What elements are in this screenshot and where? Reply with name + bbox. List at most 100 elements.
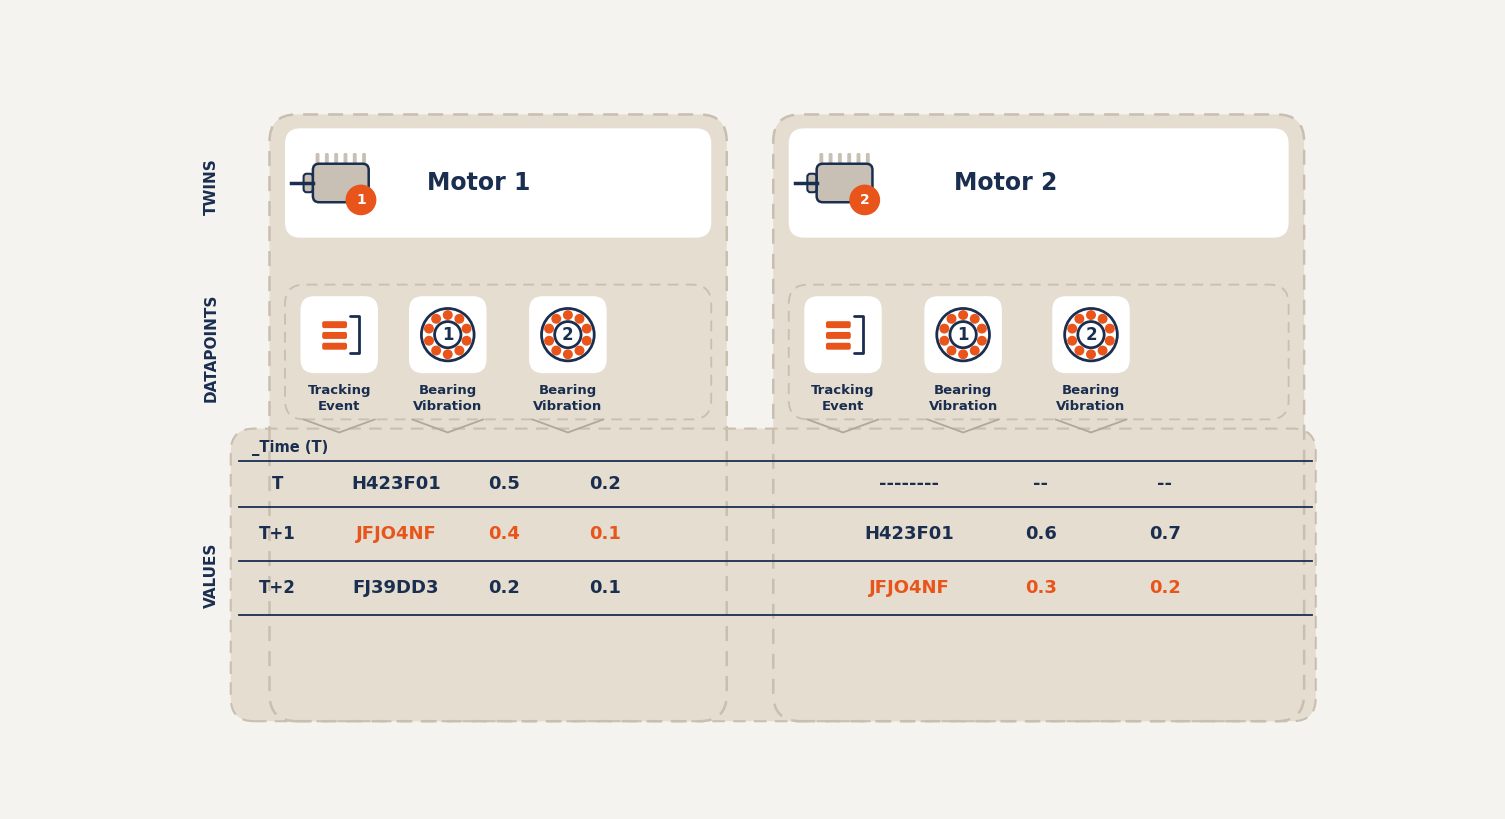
FancyBboxPatch shape [352,153,357,167]
Circle shape [455,346,464,355]
Text: --: -- [1032,475,1047,493]
Circle shape [444,310,452,319]
Text: H423F01: H423F01 [864,525,954,543]
Circle shape [444,350,452,359]
Text: 0.5: 0.5 [489,475,521,493]
FancyBboxPatch shape [789,129,1288,238]
FancyBboxPatch shape [829,153,832,167]
Circle shape [1099,346,1106,355]
Circle shape [950,322,977,348]
FancyBboxPatch shape [856,153,861,167]
Circle shape [936,309,989,361]
Text: 0.1: 0.1 [588,579,622,597]
Circle shape [1075,314,1084,323]
Text: Tracking
Event: Tracking Event [811,384,874,413]
Circle shape [582,324,591,333]
Text: 0.7: 0.7 [1148,525,1180,543]
FancyBboxPatch shape [313,164,369,202]
Text: Bearing
Vibration: Bearing Vibration [533,384,602,413]
FancyBboxPatch shape [838,153,841,167]
Circle shape [971,314,980,323]
Text: JFJO4NF: JFJO4NF [355,525,436,543]
Text: --: -- [1157,475,1172,493]
Circle shape [941,324,948,333]
Text: _Time (T): _Time (T) [251,440,328,456]
Circle shape [1087,350,1096,359]
Circle shape [542,309,594,361]
Text: 1: 1 [957,326,969,344]
Circle shape [545,337,554,345]
Text: Bearing
Vibration: Bearing Vibration [1057,384,1126,413]
Text: JFJO4NF: JFJO4NF [868,579,950,597]
Text: 0.2: 0.2 [489,579,521,597]
Circle shape [850,185,879,215]
FancyBboxPatch shape [924,296,1002,373]
Circle shape [575,346,584,355]
Circle shape [424,337,433,345]
Text: Motor 1: Motor 1 [427,171,530,195]
FancyBboxPatch shape [230,428,1315,722]
FancyBboxPatch shape [409,296,486,373]
Circle shape [563,350,572,359]
Text: T+1: T+1 [259,525,295,543]
Circle shape [1064,309,1117,361]
Text: 1: 1 [357,193,366,207]
FancyBboxPatch shape [1052,296,1130,373]
FancyBboxPatch shape [363,153,366,167]
Text: FJ39DD3: FJ39DD3 [352,579,439,597]
FancyBboxPatch shape [304,174,313,192]
Text: 0.3: 0.3 [1025,579,1057,597]
FancyBboxPatch shape [301,296,378,373]
Circle shape [552,314,560,323]
Text: 0.1: 0.1 [588,525,622,543]
Text: 0.4: 0.4 [489,525,521,543]
Circle shape [947,346,956,355]
Circle shape [978,324,986,333]
Circle shape [1099,314,1106,323]
Text: --------: -------- [879,475,939,493]
Circle shape [435,322,461,348]
Circle shape [545,324,554,333]
Circle shape [462,337,471,345]
Circle shape [1069,324,1076,333]
FancyBboxPatch shape [819,153,823,167]
Text: Motor 2: Motor 2 [954,171,1058,195]
FancyBboxPatch shape [847,153,852,167]
Circle shape [421,309,474,361]
Circle shape [1078,322,1105,348]
Text: 2: 2 [561,326,573,344]
FancyBboxPatch shape [322,343,348,350]
FancyBboxPatch shape [774,115,1305,722]
Text: Bearing
Vibration: Bearing Vibration [929,384,998,413]
Circle shape [432,314,441,323]
FancyBboxPatch shape [284,129,712,238]
Text: VALUES: VALUES [203,542,218,608]
Text: Tracking
Event: Tracking Event [307,384,372,413]
Circle shape [346,185,376,215]
Text: 0.2: 0.2 [1148,579,1180,597]
FancyBboxPatch shape [334,153,339,167]
Text: H423F01: H423F01 [351,475,441,493]
FancyBboxPatch shape [530,296,607,373]
FancyBboxPatch shape [316,153,319,167]
Circle shape [941,337,948,345]
Text: 2: 2 [859,193,870,207]
Circle shape [959,350,968,359]
Circle shape [1075,346,1084,355]
FancyBboxPatch shape [807,174,817,192]
Circle shape [552,346,560,355]
FancyBboxPatch shape [826,343,850,350]
Text: 2: 2 [1085,326,1097,344]
FancyBboxPatch shape [826,321,850,328]
Circle shape [978,337,986,345]
Circle shape [582,337,591,345]
Circle shape [575,314,584,323]
Circle shape [462,324,471,333]
Text: 1: 1 [442,326,453,344]
Text: 0.6: 0.6 [1025,525,1057,543]
Circle shape [1069,337,1076,345]
Circle shape [971,346,980,355]
Circle shape [1106,324,1114,333]
FancyBboxPatch shape [322,332,348,339]
FancyBboxPatch shape [865,153,870,167]
